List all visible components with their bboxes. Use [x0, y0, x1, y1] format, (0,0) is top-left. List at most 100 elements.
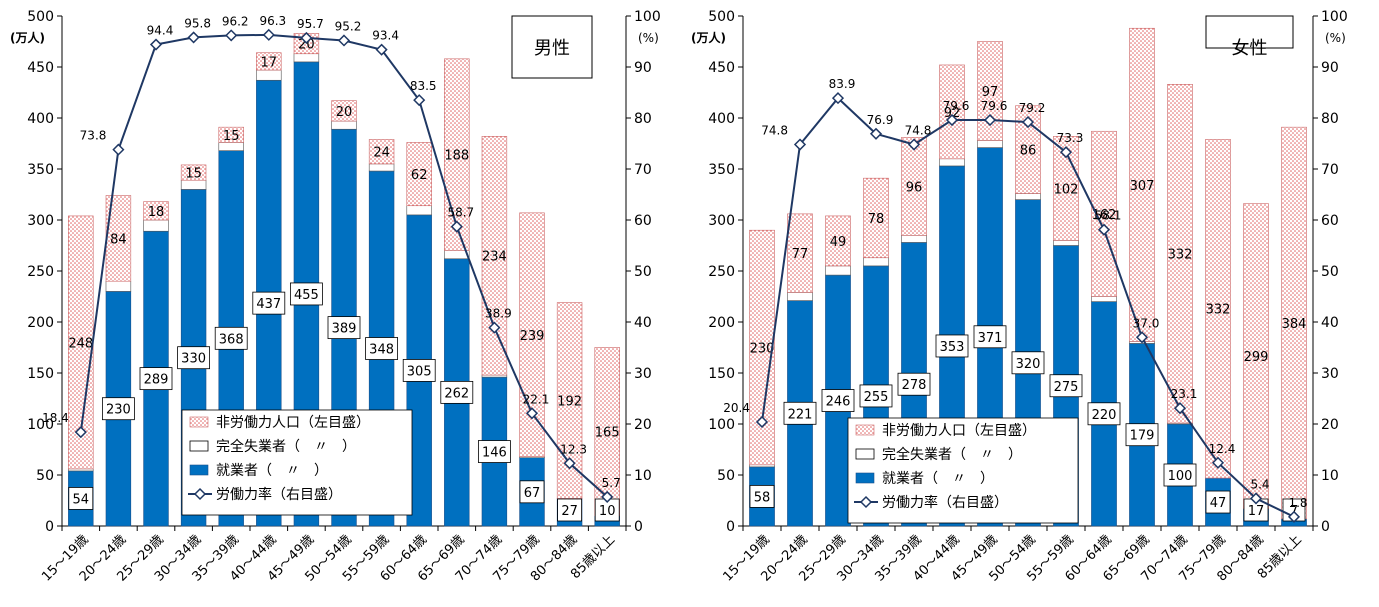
employed-value-label: 262	[444, 386, 469, 401]
legend-label: 就業者（ 〃 ）	[216, 463, 328, 479]
employed-label-box	[402, 359, 436, 382]
labor-rate-point	[831, 92, 845, 105]
right-tick-label: 50	[634, 264, 652, 280]
employed-value-label: 54	[73, 492, 90, 507]
bar-unemployed	[825, 265, 851, 276]
bar-not-in-labor-force	[749, 229, 775, 466]
right-tick-label: 90	[634, 60, 652, 76]
employed-label-box	[973, 325, 1007, 349]
labor-rate-value-label: 95.2	[335, 19, 362, 33]
employed-value-label: 437	[256, 297, 281, 312]
employed-label-box	[68, 487, 94, 510]
labor-rate-value-label: 96.2	[222, 14, 249, 28]
labor-rate-point	[488, 321, 501, 334]
employed-label-box	[1205, 490, 1231, 514]
bar-unemployed	[939, 158, 965, 167]
labor-rate-value-label: 37.0	[1133, 316, 1160, 330]
not-in-labor-force-value-label: 97	[982, 85, 999, 100]
legend-swatch-not-in-labor-force	[855, 424, 875, 436]
labor-rate-point	[1135, 331, 1149, 344]
not-in-labor-force-value-label: 84	[110, 232, 127, 247]
labor-rate-point	[1059, 146, 1073, 159]
bar-not-in-labor-force	[180, 164, 207, 181]
bar-not-in-labor-force	[143, 201, 169, 221]
left-tick-label: 350	[708, 162, 735, 178]
bar-unemployed	[1015, 193, 1041, 200]
legend-swatch-unemployed	[189, 440, 209, 452]
bar-not-in-labor-force	[863, 177, 889, 259]
legend-swatch-unemployed	[855, 448, 875, 460]
labor-rate-value-label: 93.4	[372, 29, 399, 43]
labor-rate-value-label: 79.6	[943, 99, 970, 113]
labor-rate-value-label: 83.5	[410, 79, 437, 93]
employed-label-box	[935, 334, 969, 358]
employed-label-box	[1049, 374, 1083, 398]
left-tick-label: 500	[708, 9, 735, 25]
not-in-labor-force-value-label: 384	[1282, 317, 1307, 332]
labor-rate-value-label: 38.9	[485, 307, 512, 321]
employed-value-label: 320	[1016, 357, 1041, 372]
bar-unemployed	[105, 280, 132, 292]
not-in-labor-force-value-label: 62	[411, 168, 428, 183]
not-in-labor-force-value-label: 24	[373, 146, 390, 161]
legend-swatch-rate-marker	[859, 495, 873, 509]
bar-unemployed	[749, 464, 775, 468]
not-in-labor-force-value-label: 15	[185, 167, 202, 182]
legend-box	[847, 417, 1079, 524]
employed-value-label: 220	[1092, 408, 1117, 423]
bar-unemployed	[1053, 240, 1079, 246]
labor-rate-value-label: 73.3	[1057, 131, 1084, 145]
labor-rate-value-label: 20.4	[723, 401, 750, 415]
left-tick-label: 450	[27, 60, 54, 76]
bar-unemployed	[406, 205, 432, 216]
employed-value-label: 58	[754, 490, 771, 505]
left-tick-label: 400	[708, 111, 735, 127]
legend-swatch-employed	[189, 464, 209, 476]
labor-rate-value-label: 73.8	[80, 129, 107, 143]
not-in-labor-force-value-label: 18	[148, 205, 165, 220]
bar-not-in-labor-force	[787, 213, 813, 293]
labor-rate-point	[907, 138, 921, 151]
bar-not-in-labor-force	[939, 64, 965, 160]
right-tick-label: 70	[1321, 162, 1339, 178]
title-box	[511, 15, 593, 79]
labor-rate-point	[300, 31, 313, 44]
bar-not-in-labor-force	[1129, 27, 1155, 342]
left-tick-label: 0	[726, 519, 735, 535]
bar-not-in-labor-force	[1205, 139, 1231, 479]
left-tick-label: 200	[708, 315, 735, 331]
right-tick-label: 0	[634, 519, 643, 535]
right-tick-label: 70	[634, 162, 652, 178]
labor-rate-value-label: 79.2	[1019, 101, 1046, 115]
labor-rate-value-label: 1.8	[1288, 496, 1307, 510]
not-in-labor-force-value-label: 332	[1206, 303, 1231, 318]
left-tick-label: 100	[27, 417, 54, 433]
labor-rate-value-label: 12.4	[1209, 442, 1236, 456]
labor-rate-point	[225, 29, 238, 42]
employed-value-label: 368	[219, 332, 244, 347]
bar-not-in-labor-force	[901, 137, 927, 236]
not-in-labor-force-value-label: 102	[1054, 182, 1079, 197]
bar-unemployed	[68, 468, 94, 472]
employed-label-box	[289, 282, 323, 306]
labor-rate-point	[869, 127, 883, 140]
not-in-labor-force-value-label: 49	[830, 235, 847, 250]
employed-label-box	[749, 485, 775, 508]
bar-not-in-labor-force	[1281, 126, 1307, 520]
left-tick-label: 300	[708, 213, 735, 229]
labor-rate-point	[375, 43, 388, 56]
not-in-labor-force-value-label: 248	[68, 336, 93, 351]
not-in-labor-force-value-label: 239	[520, 329, 545, 344]
employed-value-label: 455	[294, 288, 319, 303]
employed-value-label: 278	[902, 378, 927, 393]
right-axis-unit: (%)	[638, 31, 659, 45]
legend-swatch-employed	[855, 472, 875, 484]
right-tick-label: 80	[1321, 111, 1339, 127]
labor-rate-point	[112, 143, 125, 156]
left-tick-label: 250	[708, 264, 735, 280]
labor-rate-point	[755, 415, 769, 429]
employed-label-box	[1011, 351, 1045, 375]
left-tick-label: 300	[27, 213, 54, 229]
labor-rate-point	[450, 220, 463, 233]
